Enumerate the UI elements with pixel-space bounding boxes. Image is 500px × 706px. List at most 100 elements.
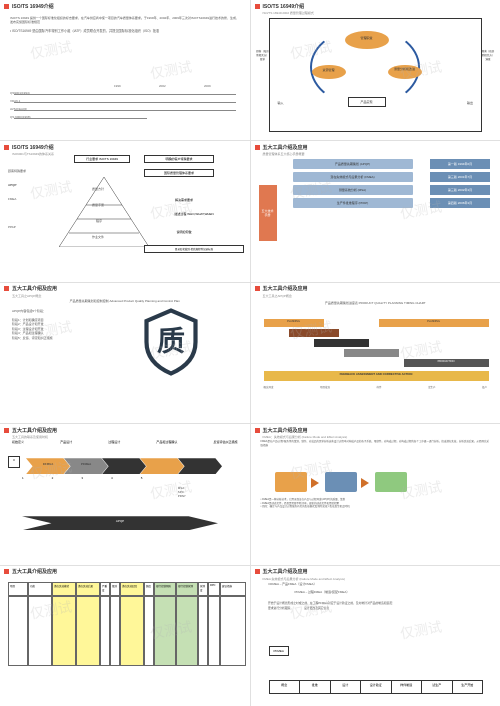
- bullet-icon: [4, 286, 9, 291]
- phase-label: 产品和过程确认: [156, 440, 177, 444]
- slide-9: 五大工具介绍及应用 项目 功能 潜在失效模式 潜在失效后果 严重度 级别 潜在失…: [0, 566, 250, 706]
- num: 5: [141, 476, 143, 480]
- pfmea-line: PFMEA→过程FMEA（制造/装配FMEA）: [255, 588, 497, 597]
- bar-planning-2: PLANNING: [379, 319, 489, 327]
- slide-title: ISO/TS 16949介绍: [12, 144, 54, 151]
- cell: [120, 596, 144, 666]
- num: 1: [22, 476, 24, 480]
- slide-2: ISO/TS 16949介绍 ISO/TS 16949:2002 质量管理过程模…: [251, 0, 500, 140]
- tl-item: VDA6.1: [10, 99, 20, 103]
- bullet-icon: [255, 4, 260, 9]
- bar-4: [344, 349, 399, 357]
- arrow-3: [102, 458, 146, 474]
- version-box: 第四版 2006年3月: [430, 198, 490, 208]
- phase-label: 产品设计: [60, 440, 72, 444]
- hdr: 探测度: [198, 582, 208, 596]
- apqp-bar: APQP: [22, 516, 218, 530]
- slide-title: 五大工具介绍及应用: [263, 285, 308, 292]
- left-label: PPAP: [8, 225, 16, 229]
- hdr: 潜在失效模式: [52, 582, 76, 596]
- hdr: 建议措施: [220, 582, 246, 596]
- num-row: 1 2 3 4 5: [22, 476, 238, 480]
- step: 样件制造: [391, 680, 423, 694]
- para-1: ISO/TS 16949 提供一个国际标准化组织的标志要求，在汽车供应商中使一项…: [4, 14, 246, 26]
- slide-1: ISO/TS 16949介绍 ISO/TS 16949 提供一个国际标准化组织的…: [0, 0, 250, 140]
- slide-title: 五大工具介绍及应用: [12, 427, 57, 434]
- slide-4: 五大工具介绍及应用 质量管理体系五大核心手册概要 五大技术手册 产品质量先期策划…: [251, 141, 500, 281]
- num: 4: [111, 476, 113, 480]
- hdr: 功能: [28, 582, 52, 596]
- hdr: 频度: [144, 582, 154, 596]
- box-measure: 测量分析和改进: [388, 67, 422, 71]
- arrow-flow: DFMEA PFMEA: [8, 458, 242, 488]
- pyr-label: 质量方针: [92, 187, 104, 191]
- slide-5: 五大工具介绍及应用 五大工具之APQP概念 产品质量先期策划和控制控制 Adva…: [0, 283, 250, 423]
- fmea-notes: • FMEA是一种分析技术，它用来保证在产品与过程开发(APQP)的质量、策划 …: [261, 498, 491, 509]
- tool-box: 潜在失效模式与后果分析 (FMEA): [293, 172, 413, 182]
- customer-right: 顾客（和其他相关方）满意: [481, 49, 495, 61]
- slide-title: 五大工具介绍及应用: [263, 144, 308, 151]
- center-label: 管理职责: [345, 36, 389, 40]
- tool-box: 产品质量先期策划 (APQP): [293, 159, 413, 169]
- tl-year: 2009: [204, 84, 211, 88]
- process-frame: 顾客（和其他相关方）要求 顾客（和其他相关方）满意 管理职责 资源管理 测量分析…: [269, 18, 483, 132]
- box-resource: 资源管理: [312, 68, 346, 72]
- col-label: 样件: [376, 385, 381, 389]
- stage-item: 阶段5：反馈、评定和纠正措施: [4, 336, 246, 341]
- fmea-para: FMEA是在产品/过程/服务等的策划、制作、对成品的需求分析这些设计过程中对构成…: [255, 438, 497, 449]
- chart-title: 产品质量先期策划进度表 PRODUCT QUALITY PLANNING TIM…: [259, 301, 493, 305]
- customer-left: 顾客（和其他相关方）要求: [256, 49, 270, 61]
- slide-title: 五大工具介绍及应用: [12, 568, 57, 575]
- slide-title: 五大工具介绍及应用: [12, 285, 57, 292]
- step: 设计验证: [360, 680, 392, 694]
- left-label: APQP: [8, 183, 17, 187]
- phase-label: 反馈评估纠正措施: [213, 440, 237, 444]
- hdr: 级别: [110, 582, 120, 596]
- timeline: QS9001(1994) VDA6.1 AVSQ/EAQF QS 9000(19…: [14, 88, 236, 128]
- bar-production: PRODUCTION: [404, 359, 489, 367]
- slide-7: 五大工具介绍及应用 五大工具的联系及使用时机 初始定义 产品设计 过程设计 产品…: [0, 424, 250, 564]
- bullet-icon: [255, 286, 260, 291]
- dfmea-line: DFMEA→产品FMEA（设计FMEA）: [255, 580, 497, 589]
- hdr: 潜在失效起因: [120, 582, 144, 596]
- step: 概念: [269, 680, 301, 694]
- pyr-note: 说明如何做: [154, 229, 214, 235]
- bar-3: [314, 339, 369, 347]
- step: 设计: [330, 680, 362, 694]
- pyr-note: 解决需求要求: [154, 197, 214, 203]
- fmea-form: 项目 功能 潜在失效模式 潜在失效后果 严重度 级别 潜在失效起因 频度 现行控…: [8, 582, 242, 700]
- right-items: MSA SPC PPAP: [178, 486, 186, 498]
- phase-label: 初始定义: [12, 440, 24, 444]
- mid-column: 产品质量先期策划 (APQP) 潜在失效模式与后果分析 (FMEA) 测量系统分…: [293, 159, 413, 211]
- pyr-label: 质量手册: [92, 203, 104, 207]
- step: 批准: [299, 680, 331, 694]
- fmea-para: 开始于设计概念形成之时或之前，在工程PFMEA对应于设计验证之前，及时地针对产品…: [255, 597, 497, 614]
- step: 生产开始: [452, 680, 484, 694]
- fmea-box-2: [325, 472, 357, 492]
- top-box-3: 国际质量管理体系要求: [144, 169, 214, 177]
- hdr: RPN: [208, 582, 220, 596]
- hdr: 严重度: [100, 582, 110, 596]
- arrow-icon: [311, 478, 319, 488]
- col-label: 项目批准: [320, 385, 330, 389]
- pyr-label: 作业文件: [92, 235, 104, 239]
- hdr: 现行控制探测: [176, 582, 198, 596]
- tl-year: 1999: [114, 84, 121, 88]
- output-label: 输出: [467, 101, 473, 105]
- arrow-icon: [361, 478, 369, 488]
- item: PPAP: [178, 494, 186, 498]
- timing-chart: 产品质量先期策划进度表 PRODUCT QUALITY PLANNING TIM…: [259, 301, 493, 417]
- quality-logo-icon: 质: [136, 307, 206, 377]
- tl-year: 2002: [159, 84, 166, 88]
- slide-10: 五大工具介绍及应用 FMEA 失效模式与后果分析 (Failure Mode a…: [251, 566, 500, 706]
- slide-3: ISO/TS 16949介绍 ISO9001与TS16949的体系关系 行业要求…: [0, 141, 250, 281]
- top-box-1: 行业要求 ISO/TS 16949: [74, 155, 130, 163]
- tl-item: QS 9000(1998): [10, 115, 31, 119]
- slide-8: 五大工具介绍及应用 FMEA：失效模式与后果分析 (Failure Mode a…: [251, 424, 500, 564]
- column-labels: 概念开发 项目批准 样件 试生产 投产: [264, 385, 488, 389]
- arrow-dfmea: DFMEA: [26, 458, 70, 474]
- slide-title: ISO/TS 16949介绍: [12, 3, 54, 10]
- bottom-note: 目录形式载别 检验规程等记录标准: [144, 245, 244, 253]
- top-labels: 初始定义 产品设计 过程设计 产品和过程确认 反馈评估纠正措施: [12, 440, 238, 444]
- version-box: 第三版 2002年3月: [430, 185, 490, 195]
